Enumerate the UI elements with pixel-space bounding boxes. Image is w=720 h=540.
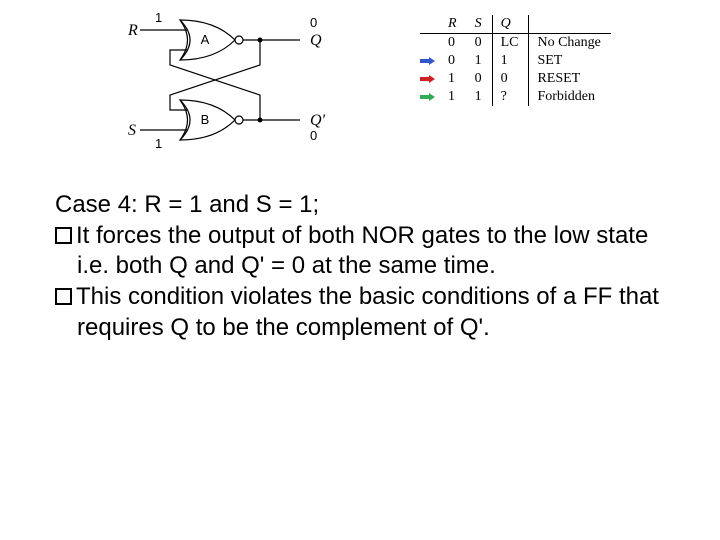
gate-b-label: B [201,112,210,127]
cell-s: 1 [467,88,493,106]
nor-gate-a: A [180,20,243,60]
cell-desc: Forbidden [529,88,611,106]
col-desc [529,15,611,34]
row-arrow [420,34,440,53]
cell-q: LC [492,34,529,53]
bullet-1: It forces the output of both NOR gates t… [55,221,665,282]
cell-s: 0 [467,34,493,53]
truth-table: R S Q 00LCNo Change011SET100RESET11?Forb… [420,15,700,125]
bullet-1-text: It forces the output of both NOR gates t… [76,222,648,280]
input-s-label: S [128,122,136,139]
table-row: 100RESET [420,70,611,88]
cell-s: 0 [467,70,493,88]
gate-a-label: A [201,32,210,47]
table-row: 00LCNo Change [420,34,611,53]
bullet-icon [55,227,72,244]
col-s: S [467,15,493,34]
truth-table-header: R S Q [420,15,611,34]
cell-r: 0 [440,52,467,70]
cell-r: 1 [440,70,467,88]
bullet-2-text: This condition violates the basic condit… [76,283,659,341]
col-q: Q [492,15,529,34]
table-row: 011SET [420,52,611,70]
input-r-label: R [127,22,138,39]
cell-q: 1 [492,52,529,70]
row-arrow [420,52,440,70]
row-arrow [420,70,440,88]
body-text: Case 4: R = 1 and S = 1; It forces the o… [55,190,665,344]
table-row: 11?Forbidden [420,88,611,106]
input-s-value: 1 [155,136,162,150]
cell-q: 0 [492,70,529,88]
cell-r: 0 [440,34,467,53]
cell-s: 1 [467,52,493,70]
cell-q: ? [492,88,529,106]
cell-desc: SET [529,52,611,70]
bullet-icon [55,288,72,305]
cell-desc: No Change [529,34,611,53]
output-qn-label: Q' [310,112,326,129]
cell-r: 1 [440,88,467,106]
sr-latch-diagram: A B R 1 S 1 Q 0 Q' 0 [100,10,350,150]
col-r: R [440,15,467,34]
output-qn-value: 0 [310,128,317,143]
output-q-label: Q [310,32,322,49]
cell-desc: RESET [529,70,611,88]
case-heading: Case 4: R = 1 and S = 1; [55,190,665,221]
output-q-value: 0 [310,15,317,30]
nor-gate-b: B [180,100,243,140]
row-arrow [420,88,440,106]
bullet-2: This condition violates the basic condit… [55,282,665,343]
input-r-value: 1 [155,10,162,25]
